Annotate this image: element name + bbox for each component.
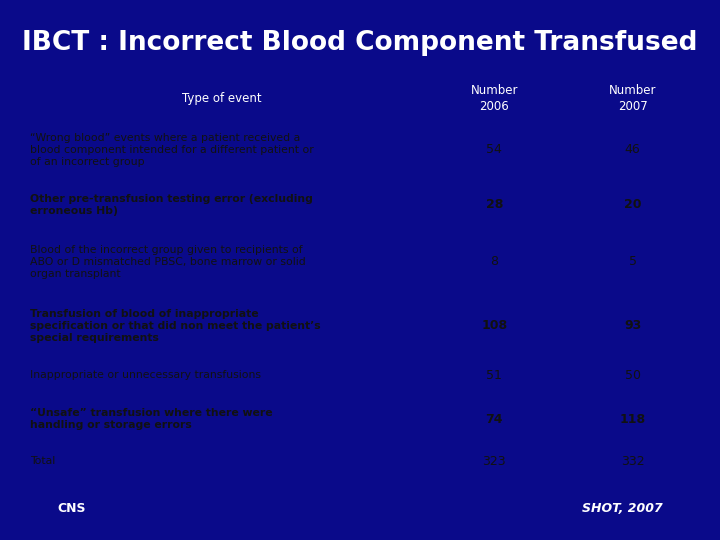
Text: 51: 51 xyxy=(486,369,502,382)
Text: 118: 118 xyxy=(620,413,646,426)
Text: 8: 8 xyxy=(490,255,498,268)
Text: 74: 74 xyxy=(485,413,503,426)
Text: 323: 323 xyxy=(482,455,506,468)
Text: 108: 108 xyxy=(481,319,508,332)
Text: Number
2006: Number 2006 xyxy=(470,84,518,113)
Text: 50: 50 xyxy=(625,369,641,382)
Text: Number
2007: Number 2007 xyxy=(609,84,657,113)
Text: 20: 20 xyxy=(624,198,642,211)
Text: Transfusion of blood of inappropriate
specification or that did non meet the pat: Transfusion of blood of inappropriate sp… xyxy=(30,309,321,343)
Text: 46: 46 xyxy=(625,143,641,156)
Text: 332: 332 xyxy=(621,455,644,468)
Text: “Wrong blood” events where a patient received a
blood component intended for a d: “Wrong blood” events where a patient rec… xyxy=(30,133,314,167)
Text: Total: Total xyxy=(30,456,55,467)
Text: Blood of the incorrect group given to recipients of
ABO or D mismatched PBSC, bo: Blood of the incorrect group given to re… xyxy=(30,245,306,279)
Text: 93: 93 xyxy=(624,319,642,332)
Text: IBCT : Incorrect Blood Component Transfused: IBCT : Incorrect Blood Component Transfu… xyxy=(22,30,698,56)
Text: 5: 5 xyxy=(629,255,636,268)
Text: Other pre-transfusion testing error (excluding
erroneous Hb): Other pre-transfusion testing error (exc… xyxy=(30,194,313,216)
Text: “Unsafe” transfusion where there were
handling or storage errors: “Unsafe” transfusion where there were ha… xyxy=(30,408,273,430)
Text: Inappropriate or unnecessary transfusions: Inappropriate or unnecessary transfusion… xyxy=(30,370,261,380)
Text: Type of event: Type of event xyxy=(181,92,261,105)
Text: 28: 28 xyxy=(485,198,503,211)
Text: CNS: CNS xyxy=(58,502,86,516)
Text: 54: 54 xyxy=(486,143,502,156)
Text: SHOT, 2007: SHOT, 2007 xyxy=(582,502,662,516)
